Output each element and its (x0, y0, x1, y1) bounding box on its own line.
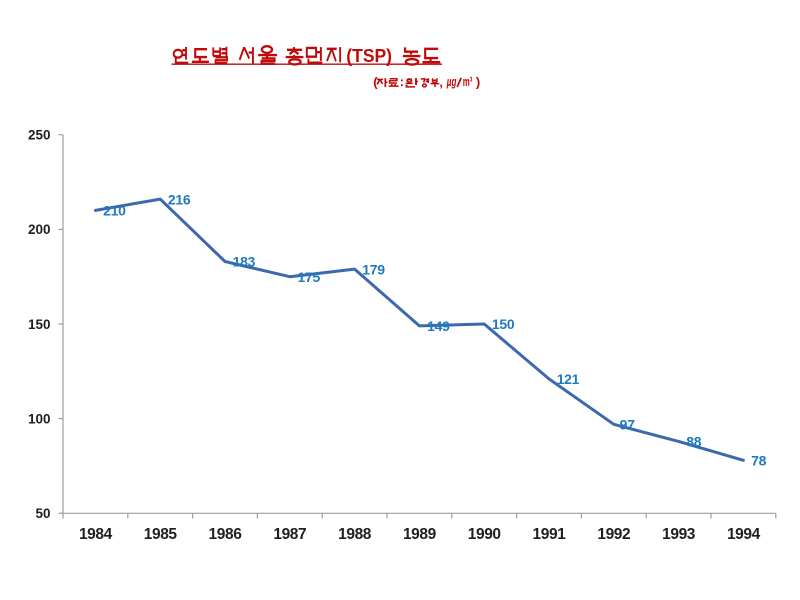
svg-text:1994: 1994 (727, 526, 761, 543)
svg-text:150: 150 (492, 316, 515, 332)
svg-text:µg: µg (446, 75, 456, 89)
svg-text:1985: 1985 (144, 526, 178, 543)
svg-text:50: 50 (35, 506, 50, 521)
svg-text:149: 149 (427, 318, 450, 334)
svg-text:78: 78 (751, 453, 766, 469)
svg-text:88: 88 (686, 434, 701, 450)
svg-text:(: ( (373, 75, 378, 90)
svg-text:1989: 1989 (403, 526, 437, 543)
svg-text:1990: 1990 (468, 526, 501, 543)
svg-text:1991: 1991 (533, 526, 567, 543)
svg-text:100: 100 (28, 411, 51, 426)
svg-text:179: 179 (362, 261, 385, 277)
svg-text:(TSP): (TSP) (346, 46, 392, 66)
svg-text:216: 216 (168, 191, 191, 207)
svg-text:97: 97 (620, 417, 635, 433)
svg-text:183: 183 (233, 254, 256, 270)
svg-text:1987: 1987 (273, 526, 306, 543)
svg-text:m³: m³ (463, 75, 473, 89)
svg-text:1986: 1986 (209, 526, 243, 543)
svg-text:175: 175 (298, 269, 321, 285)
svg-text:210: 210 (103, 203, 126, 219)
svg-text:,: , (439, 76, 442, 90)
svg-text:250: 250 (28, 128, 51, 143)
svg-text::: : (400, 75, 404, 89)
svg-text:121: 121 (557, 371, 580, 387)
svg-text:1993: 1993 (662, 526, 696, 543)
svg-text:1988: 1988 (338, 526, 372, 543)
svg-text:1984: 1984 (79, 526, 113, 543)
svg-text:1992: 1992 (597, 526, 630, 543)
svg-text:): ) (476, 75, 480, 90)
svg-text:200: 200 (28, 222, 51, 237)
svg-text:150: 150 (28, 317, 51, 332)
